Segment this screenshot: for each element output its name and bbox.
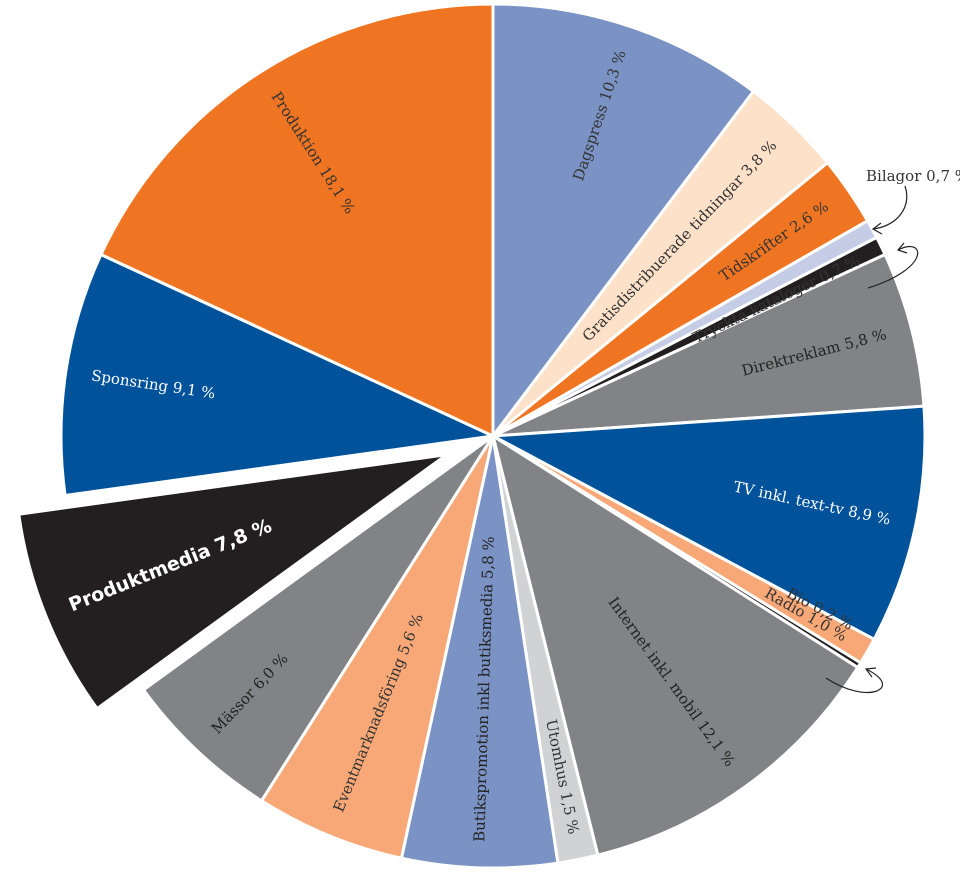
pie-slice-massor-6-0	[141, 434, 495, 803]
pie-slice-butikspromotion-inkl-butiksmedia-5-8	[399, 435, 560, 870]
pie-slice-internet-inkl-mobil-12-1	[490, 432, 860, 857]
pie-slice-eventmarknadsforing-5-6	[259, 435, 495, 860]
pie-slice-direktreklam-5-8	[492, 252, 926, 438]
pie-slice-produktion-18-1	[98, 2, 495, 439]
pie-slice-tv-inkl-text-tv-8-9	[487, 404, 927, 642]
pie-slice-produktmedia-7-8	[17, 453, 448, 711]
bio-callout-arrow	[825, 668, 883, 693]
pie-annotations	[825, 185, 919, 693]
tryckta-kataloger-callout-arrowhead	[896, 242, 908, 254]
pie-slices	[17, 2, 927, 870]
bio-callout-arrowhead	[864, 667, 877, 678]
bilagor-callout-arrowhead	[871, 222, 883, 235]
pie-slice-dagspress-10-3	[491, 2, 756, 441]
pie-slice-sponsring-9-1	[59, 252, 499, 498]
pie-label-bilagor-0-7: Bilagor 0,7 %	[866, 167, 960, 185]
tryckta-kataloger-callout-arrow	[867, 245, 919, 289]
bilagor-callout-arrow	[872, 185, 908, 230]
